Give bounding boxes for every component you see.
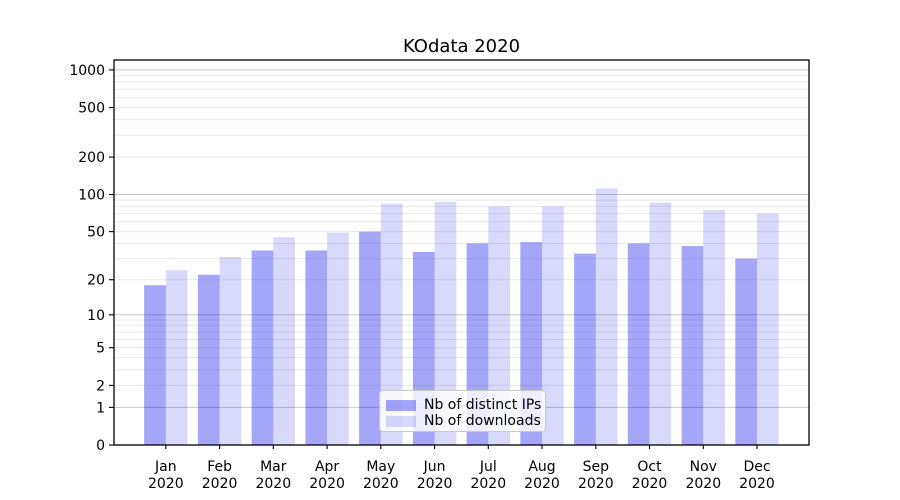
bar-distinct-ips-jan xyxy=(144,285,166,445)
bar-downloads-may xyxy=(380,203,403,445)
legend-item-distinct-ips: Nb of distinct IPs xyxy=(386,397,541,413)
y-tick-label: 1 xyxy=(96,400,105,416)
bar-downloads-sep xyxy=(595,188,618,445)
y-tick-label: 5 xyxy=(96,341,105,357)
legend-swatch-downloads xyxy=(386,415,416,427)
x-tick-label-month: Jan xyxy=(154,459,177,475)
y-tick-label: 50 xyxy=(87,225,105,241)
chart-title: KOdata 2020 xyxy=(402,36,521,57)
legend-label-distinct-ips: Nb of distinct IPs xyxy=(424,397,542,413)
x-tick-label-month: Dec xyxy=(743,459,770,475)
x-tick-label-year: 2020 xyxy=(524,476,560,492)
bar-downloads-mar xyxy=(273,237,295,445)
chart-legend: Nb of distinct IPs Nb of downloads xyxy=(379,390,546,432)
x-tick-label-year: 2020 xyxy=(632,476,668,492)
bar-distinct-ips-apr xyxy=(305,250,328,445)
bar-downloads-apr xyxy=(327,232,349,445)
y-tick-label: 200 xyxy=(78,150,105,166)
x-tick-label-month: May xyxy=(366,459,395,475)
bar-downloads-jan xyxy=(165,270,188,445)
x-tick-label-year: 2020 xyxy=(470,476,506,492)
y-tick-label: 100 xyxy=(78,188,105,204)
y-tick-label: 2 xyxy=(96,378,105,394)
x-tick-label-year: 2020 xyxy=(578,476,614,492)
legend-label-downloads: Nb of downloads xyxy=(424,413,541,429)
bar-distinct-ips-sep xyxy=(574,253,596,445)
y-tick-label: 0 xyxy=(96,438,105,454)
x-tick-label-year: 2020 xyxy=(363,476,399,492)
bar-downloads-aug xyxy=(542,206,564,445)
bar-distinct-ips-mar xyxy=(251,250,274,445)
x-tick-label-month: Jul xyxy=(479,459,497,475)
x-tick-label-month: Apr xyxy=(315,459,339,475)
x-tick-label-year: 2020 xyxy=(417,476,453,492)
x-tick-label-year: 2020 xyxy=(309,476,345,492)
bar-distinct-ips-oct xyxy=(627,243,650,445)
y-tick-label: 10 xyxy=(87,308,105,324)
x-tick-label-month: Jun xyxy=(423,459,446,475)
bar-distinct-ips-may xyxy=(359,231,381,445)
x-tick-label-year: 2020 xyxy=(255,476,291,492)
bar-distinct-ips-nov xyxy=(681,246,704,445)
y-tick-label: 500 xyxy=(78,101,105,117)
x-tick-label-year: 2020 xyxy=(685,476,721,492)
legend-item-downloads: Nb of downloads xyxy=(386,413,541,429)
bar-downloads-jun xyxy=(434,201,457,445)
legend-swatch-distinct-ips xyxy=(386,399,416,411)
y-tick-label: 1000 xyxy=(69,63,105,79)
y-tick-label: 20 xyxy=(87,273,105,289)
bar-distinct-ips-dec xyxy=(735,258,757,445)
bar-downloads-feb xyxy=(219,256,242,445)
x-tick-label-month: Mar xyxy=(260,459,287,475)
x-tick-label-year: 2020 xyxy=(148,476,184,492)
x-tick-label-month: Aug xyxy=(528,459,555,475)
bar-downloads-jul xyxy=(488,206,510,445)
bar-downloads-nov xyxy=(703,209,725,445)
bar-downloads-oct xyxy=(649,202,672,445)
x-tick-label-month: Oct xyxy=(637,459,662,475)
x-tick-label-year: 2020 xyxy=(202,476,238,492)
bar-distinct-ips-feb xyxy=(197,274,220,445)
bar-downloads-dec xyxy=(757,213,779,445)
x-tick-label-month: Feb xyxy=(207,459,232,475)
x-tick-label-year: 2020 xyxy=(739,476,775,492)
x-tick-label-month: Sep xyxy=(583,459,610,475)
plot-frame xyxy=(113,59,810,446)
x-tick-label-month: Nov xyxy=(690,459,717,475)
